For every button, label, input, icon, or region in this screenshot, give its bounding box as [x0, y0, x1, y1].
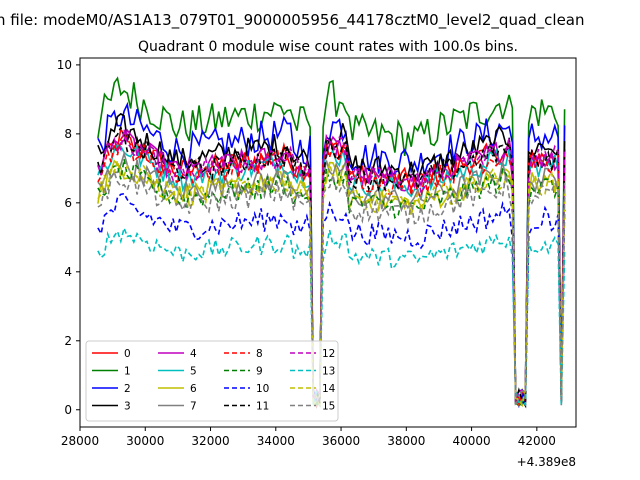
legend-label-7: 7	[190, 401, 197, 413]
legend-label-8: 8	[256, 348, 263, 360]
chart-title: Quadrant 0 module wise count rates with …	[138, 39, 518, 55]
y-tick-label: 4	[64, 265, 72, 279]
legend-label-9: 9	[256, 366, 263, 378]
figure-suptitle: n file: modeM0/AS1A13_079T01_9000005956_…	[0, 11, 585, 30]
legend-label-0: 0	[124, 348, 131, 360]
x-tick-label: 28000	[61, 434, 99, 448]
legend-box	[85, 340, 339, 422]
legend-label-1: 1	[124, 366, 131, 378]
y-tick-label: 8	[64, 127, 72, 141]
series-line-7	[97, 150, 566, 406]
legend-label-11: 11	[256, 401, 269, 413]
y-tick-label: 2	[64, 334, 72, 348]
y-tick-label: 10	[57, 58, 72, 72]
legend-label-3: 3	[124, 401, 131, 413]
series-line-14	[97, 160, 566, 409]
legend-label-5: 5	[190, 366, 197, 378]
legend-label-15: 15	[322, 401, 335, 413]
x-tick-label: 30000	[126, 434, 164, 448]
x-tick-label: 34000	[257, 434, 295, 448]
legend-label-14: 14	[322, 383, 336, 395]
y-tick-label: 0	[64, 403, 72, 417]
series-line-11	[97, 125, 566, 409]
x-tick-label: 36000	[322, 434, 360, 448]
x-tick-label: 32000	[191, 434, 229, 448]
x-offset-label: +4.389e8	[517, 455, 576, 469]
x-tick-label: 38000	[387, 434, 425, 448]
x-tick-label: 40000	[452, 434, 490, 448]
legend-label-4: 4	[190, 348, 197, 360]
series-line-12	[97, 129, 566, 402]
plot-area: 28000 30000 32000 34000 36000 38000 40000 42000…	[57, 57, 577, 448]
axes-frame	[79, 57, 577, 428]
series-line-10	[97, 192, 566, 406]
y-tick-label: 6	[64, 196, 72, 210]
legend-label-12: 12	[322, 348, 335, 360]
series-line-2	[97, 101, 566, 409]
series-lines	[97, 76, 566, 410]
x-tick-label: 42000	[518, 434, 556, 448]
series-line-3	[97, 112, 566, 410]
legend-label-10: 10	[256, 383, 269, 395]
series-line-13	[97, 225, 566, 407]
series-line-8	[97, 132, 566, 409]
legend-label-2: 2	[124, 383, 131, 395]
legend-label-6: 6	[190, 383, 197, 395]
legend-label-13: 13	[322, 366, 335, 378]
